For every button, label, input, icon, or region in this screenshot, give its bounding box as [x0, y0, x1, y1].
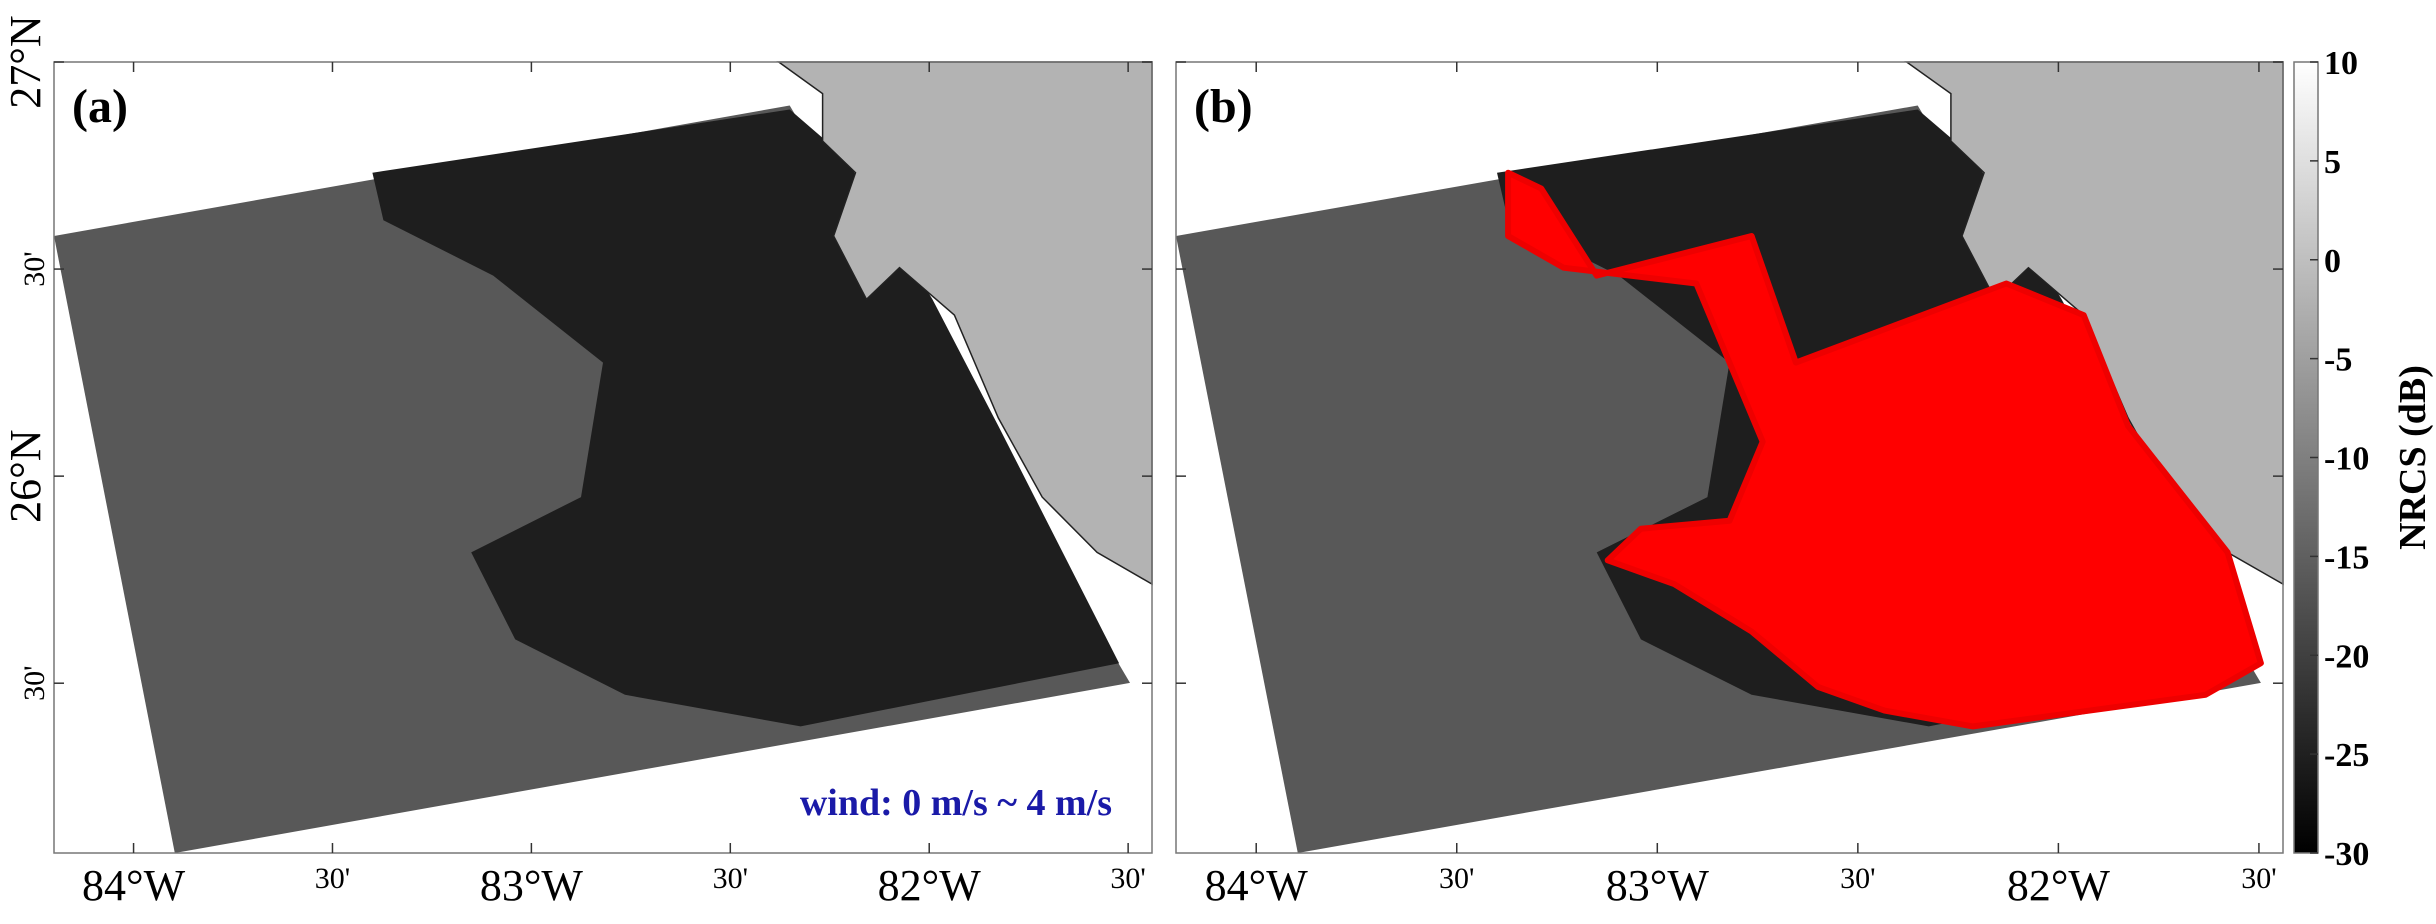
- y-tick-label: 30': [18, 251, 51, 286]
- y-tick-label: 27°N: [1, 15, 50, 108]
- x-tick-label: 30': [2241, 862, 2276, 895]
- land: [776, 61, 1153, 586]
- panel-label: (a): [72, 80, 128, 133]
- x-tick-label: 84°W: [1205, 861, 1309, 910]
- x-tick-label: 82°W: [878, 861, 982, 910]
- x-tick-label: 30': [713, 862, 748, 895]
- x-tick-label: 30': [1110, 862, 1145, 895]
- x-tick-label: 82°W: [2007, 861, 2111, 910]
- axes-frame: [53, 61, 1153, 854]
- colorbar-tick-label: 10: [2324, 45, 2358, 82]
- colorbar-tick-label: 0: [2324, 243, 2341, 280]
- colorbar-tick-label: 5: [2324, 144, 2341, 181]
- y-tick-label: 30': [18, 666, 51, 701]
- x-tick-label: 30': [315, 862, 350, 895]
- colorbar-tick-label: -10: [2324, 441, 2369, 478]
- y-tick-label: 26°N: [1, 429, 50, 522]
- colorbar-tick-label: -20: [2324, 638, 2369, 675]
- panel-label: (b): [1194, 80, 1253, 133]
- x-tick-label: 83°W: [1606, 861, 1710, 910]
- x-tick-label: 83°W: [480, 861, 584, 910]
- x-tick-label: 30': [1439, 862, 1474, 895]
- axes-frame: [1175, 61, 2284, 854]
- colorbar-tick-label: -25: [2324, 737, 2369, 774]
- wind-annotation: wind: 0 m/s ~ 4 m/s: [800, 782, 1112, 824]
- x-tick-label: 30': [1840, 862, 1875, 895]
- colorbar-tick-label: -30: [2324, 836, 2369, 873]
- x-tick-label: 84°W: [82, 861, 186, 910]
- land: [1904, 61, 2284, 586]
- dark-slick: [372, 109, 1120, 727]
- detected-slick: [1505, 169, 2264, 730]
- colorbar-label: NRCS (dB): [2392, 365, 2434, 550]
- colorbar-tick-label: -5: [2324, 342, 2352, 379]
- colorbar-tick-label: -15: [2324, 539, 2369, 576]
